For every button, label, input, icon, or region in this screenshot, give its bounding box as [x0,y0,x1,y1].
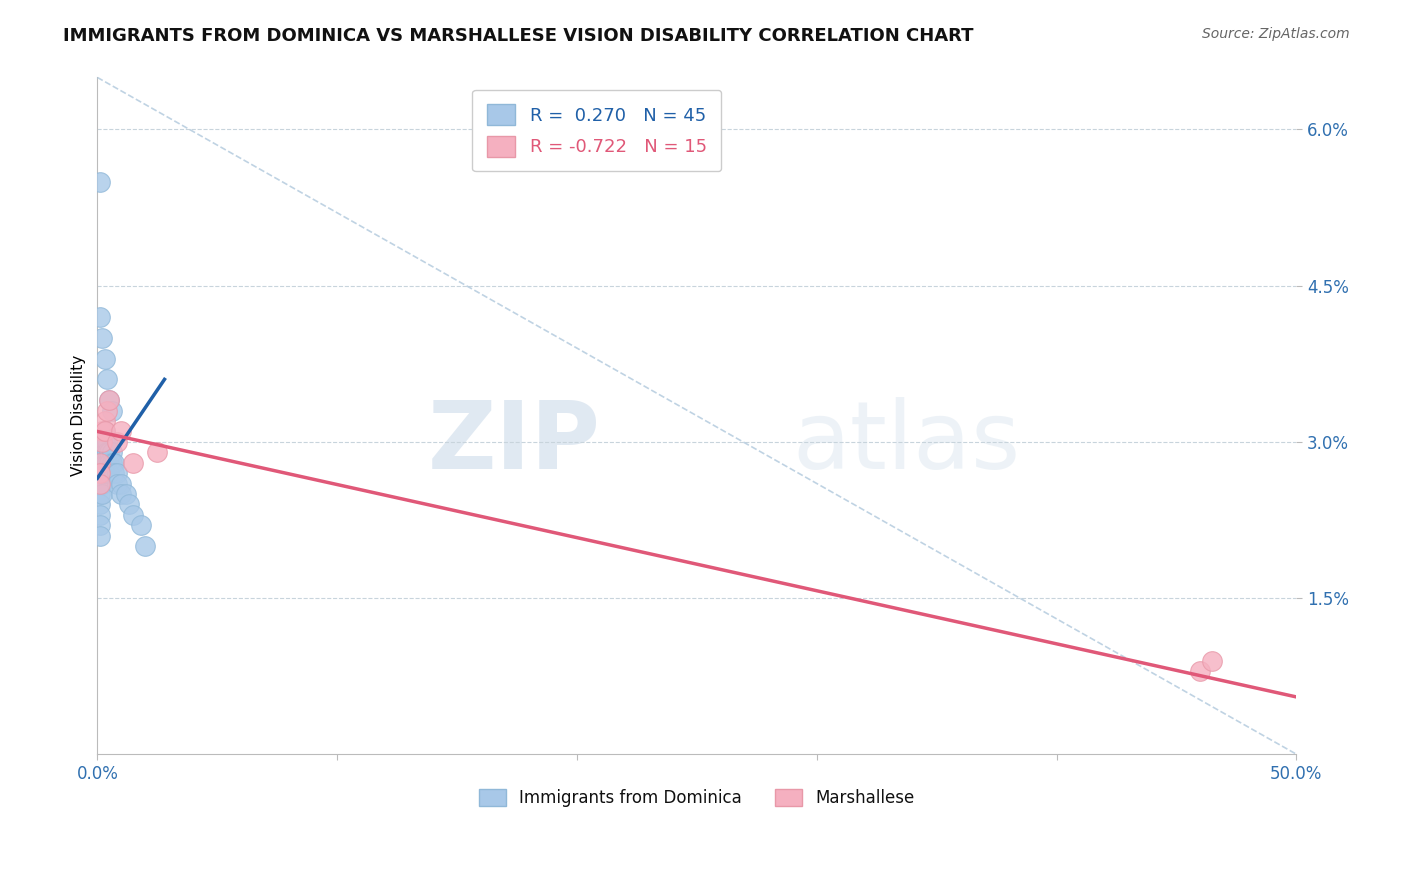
Point [100,445,122,459]
Point [89,476,111,491]
Point [91,425,114,439]
Point [96,445,118,459]
Point [110,476,132,491]
Point [89,310,111,324]
Point [103,456,125,470]
Point [89,456,111,470]
Point [93,414,115,428]
Point [98,393,121,408]
Point [96,403,118,417]
Point [89,497,111,511]
Point [105,476,128,491]
Point [93,351,115,366]
Point [91,331,114,345]
Y-axis label: Vision Disability: Vision Disability [72,355,86,476]
Point [129,518,152,533]
Point [93,445,115,459]
Point [98,456,121,470]
Point [89,487,111,501]
Point [91,487,114,501]
Point [89,518,111,533]
Point [122,456,145,470]
Point [89,508,111,522]
Point [93,425,115,439]
Point [93,425,115,439]
Text: Source: ZipAtlas.com: Source: ZipAtlas.com [1202,27,1350,41]
Point [96,456,118,470]
Point [91,434,114,449]
Point [100,403,122,417]
Point [1201,653,1223,667]
Point [103,466,125,480]
Point [110,425,132,439]
Point [105,466,128,480]
Point [134,539,156,553]
Text: atlas: atlas [793,397,1021,489]
Point [96,372,118,386]
Point [98,393,121,408]
Point [89,466,111,480]
Point [91,456,114,470]
Point [91,466,114,480]
Point [96,434,118,449]
Point [110,487,132,501]
Point [93,434,115,449]
Text: IMMIGRANTS FROM DOMINICA VS MARSHALLESE VISION DISABILITY CORRELATION CHART: IMMIGRANTS FROM DOMINICA VS MARSHALLESE … [63,27,974,45]
Point [98,466,121,480]
Legend: Immigrants from Dominica, Marshallese: Immigrants from Dominica, Marshallese [472,782,921,814]
Point [100,456,122,470]
Point [105,434,128,449]
Point [89,528,111,542]
Point [122,508,145,522]
Text: ZIP: ZIP [427,397,600,489]
Point [1189,664,1212,678]
Point [117,497,139,511]
Point [93,456,115,470]
Point [89,456,111,470]
Point [93,466,115,480]
Point [89,476,111,491]
Point [91,445,114,459]
Point [89,175,111,189]
Point [89,466,111,480]
Point [115,487,138,501]
Point [91,434,114,449]
Point [98,445,121,459]
Point [91,476,114,491]
Point [146,445,169,459]
